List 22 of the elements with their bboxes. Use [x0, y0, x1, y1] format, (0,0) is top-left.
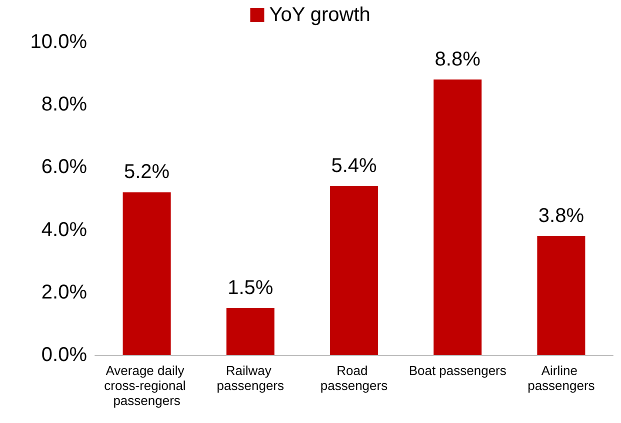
x-tick-label: Airline passengers	[528, 363, 596, 393]
data-label: 5.4%	[331, 154, 378, 177]
x-tick-label: Average daily cross-regional passengers	[104, 363, 190, 408]
data-label: 3.8%	[538, 205, 584, 228]
legend-label: YoY growth	[269, 4, 370, 26]
bar	[330, 186, 378, 355]
y-tick-label: 4.0%	[41, 218, 88, 241]
y-tick-label: 10.0%	[30, 31, 88, 53]
data-label: 8.8%	[434, 48, 481, 71]
y-tick-label: 8.0%	[41, 94, 88, 116]
bar	[226, 308, 274, 355]
x-tick-label: Road passengers	[320, 363, 388, 393]
data-label: 1.5%	[228, 277, 274, 300]
y-tick-label: 6.0%	[41, 156, 88, 178]
bar	[434, 80, 482, 355]
x-tick-label: Railway passengers	[216, 363, 284, 393]
bar	[122, 192, 171, 355]
y-tick-label: 2.0%	[41, 281, 88, 304]
y-tick-label: 0.0%	[41, 344, 88, 366]
bar	[537, 236, 586, 355]
x-tick-label: Boat passengers	[408, 363, 507, 378]
data-label: 5.2%	[124, 161, 170, 184]
